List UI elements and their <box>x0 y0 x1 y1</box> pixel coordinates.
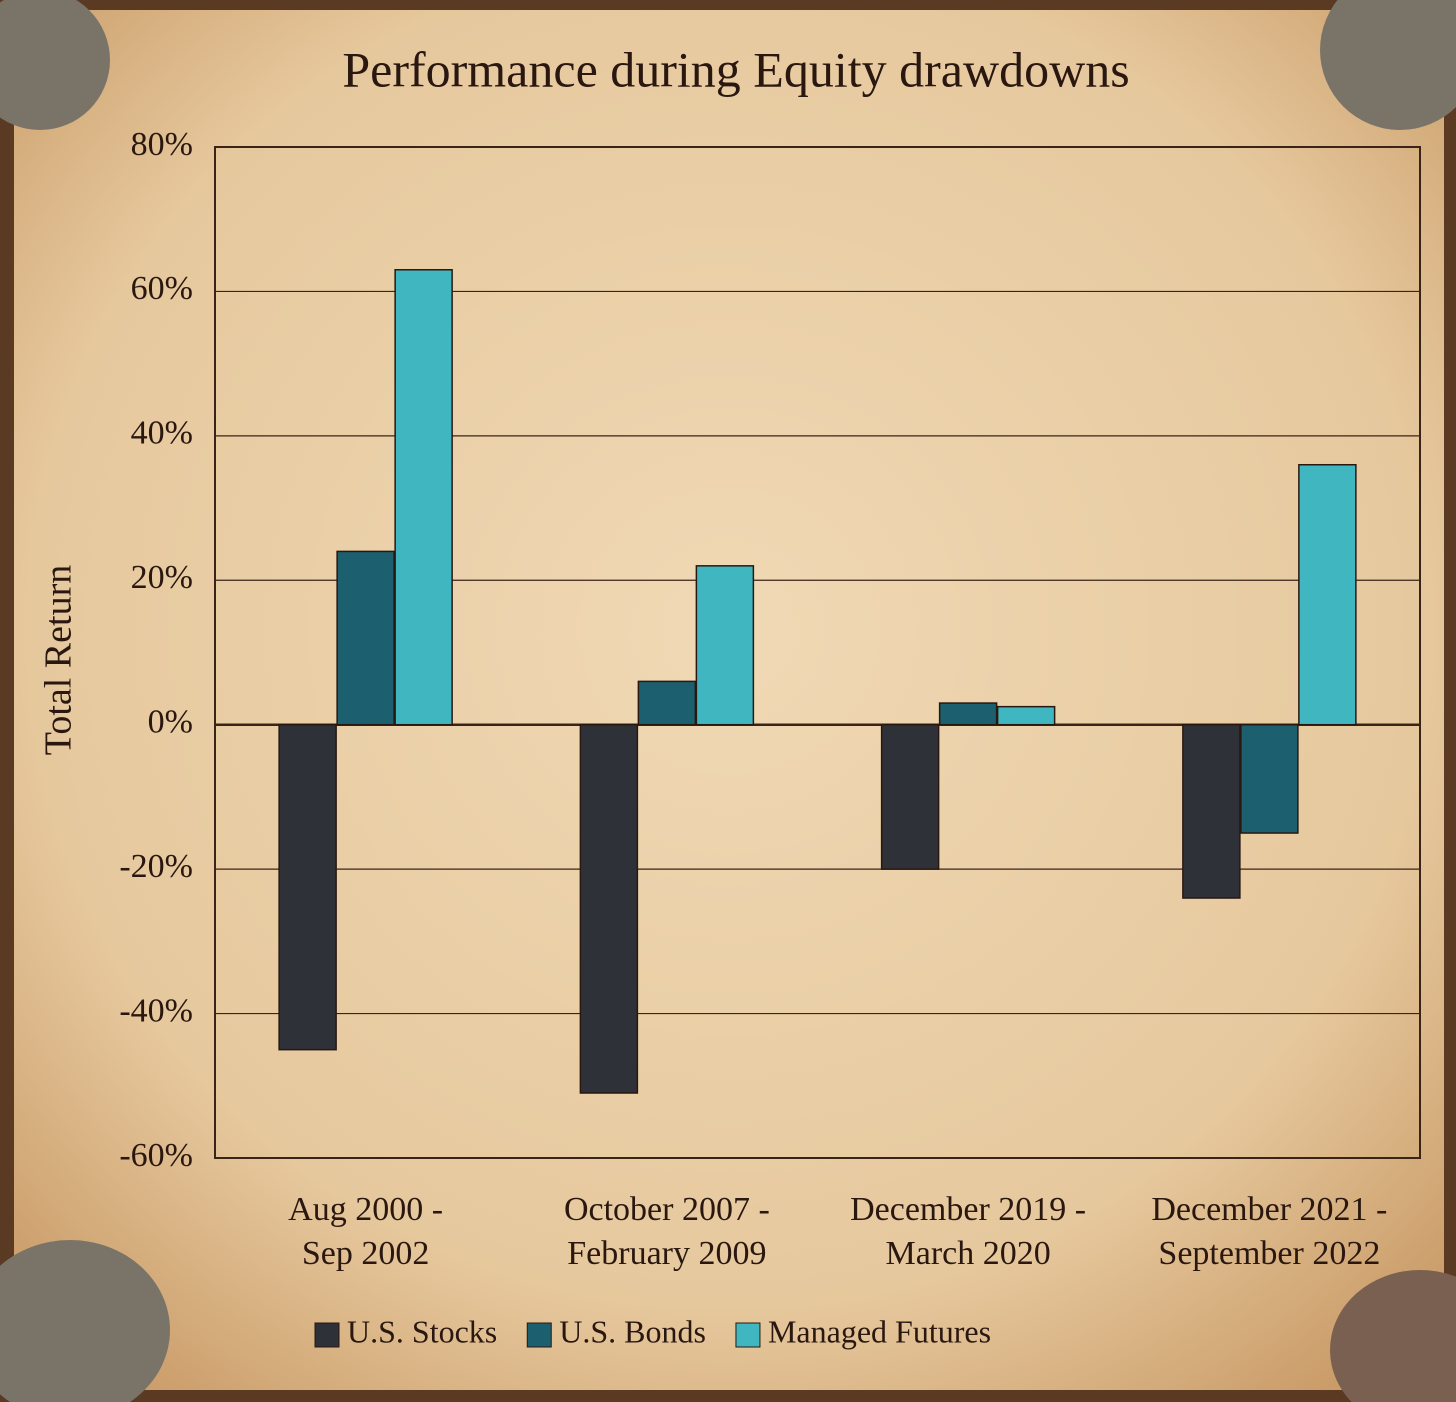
stone <box>1330 1270 1456 1402</box>
bar <box>336 550 395 726</box>
y-tick-label: -60% <box>119 1137 193 1174</box>
y-tick-label: 80% <box>131 126 193 163</box>
stone <box>0 1240 170 1402</box>
bar <box>1182 723 1241 899</box>
legend-swatch <box>735 1322 761 1348</box>
y-tick-label: -20% <box>119 848 193 885</box>
y-tick-label: 40% <box>131 415 193 452</box>
bar <box>1298 463 1357 726</box>
x-tick-label: December 2021 - September 2022 <box>1151 1191 1388 1272</box>
bar <box>695 565 755 726</box>
y-tick-label: 0% <box>148 704 193 741</box>
stone <box>0 0 110 130</box>
legend-swatch <box>526 1322 552 1348</box>
bar <box>996 705 1056 726</box>
legend-label: Managed Futures <box>768 1313 991 1349</box>
bar <box>278 723 337 1051</box>
bar <box>938 702 998 726</box>
x-tick-label: December 2019 - March 2020 <box>850 1191 1087 1272</box>
y-tick-label: -40% <box>119 992 193 1029</box>
legend-label: U.S. Bonds <box>559 1313 706 1349</box>
y-axis-label: Total Return <box>38 565 80 755</box>
bar <box>637 680 697 726</box>
x-tick-label: Aug 2000 - Sep 2002 <box>288 1191 444 1272</box>
legend-swatch <box>314 1322 340 1348</box>
bar <box>880 723 940 870</box>
y-tick-label: 60% <box>131 270 193 307</box>
bar <box>394 269 453 726</box>
y-tick-label: 20% <box>131 559 193 596</box>
bar <box>579 723 639 1094</box>
chart-title: Performance during Equity drawdowns <box>342 41 1129 97</box>
x-tick-label: October 2007 - February 2009 <box>563 1191 770 1272</box>
stone <box>1320 0 1456 130</box>
legend-label: U.S. Stocks <box>347 1313 497 1349</box>
bar <box>1240 723 1299 834</box>
